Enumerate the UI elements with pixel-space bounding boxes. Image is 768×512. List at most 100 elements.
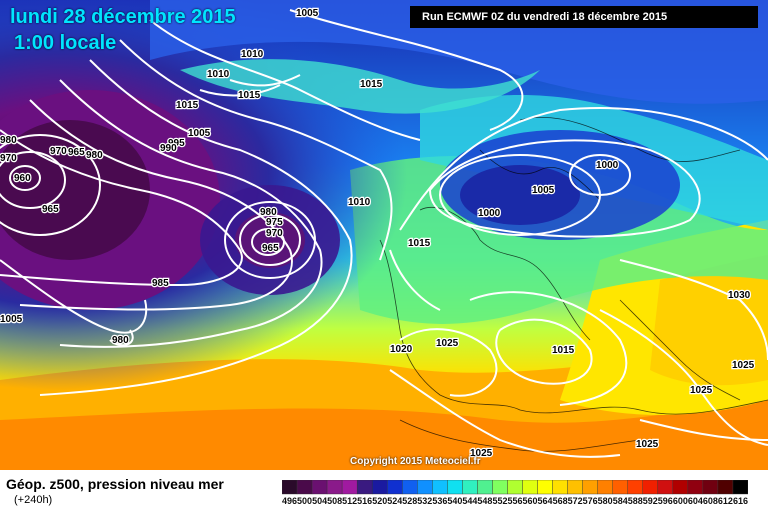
copyright-notice: Copyright 2015 Meteociel.fr — [350, 456, 481, 467]
scale-label: 552 — [492, 496, 507, 506]
forecast-date: lundi 28 décembre 2015 — [10, 6, 236, 28]
scale-swatch — [612, 480, 628, 495]
isobar-label: 1010 — [348, 197, 371, 208]
isobar-label: 1030 — [728, 290, 751, 301]
scale-label: 600 — [673, 496, 688, 506]
scale-label: 516 — [357, 496, 372, 506]
scale-swatch — [687, 480, 704, 495]
isobar-label: 980 — [86, 150, 103, 161]
scale-label: 604 — [688, 496, 703, 506]
scale-label: 596 — [658, 496, 673, 506]
isobar-label: 1025 — [470, 448, 493, 459]
isobar-label: 1000 — [478, 208, 501, 219]
scale-swatch — [597, 480, 613, 495]
isobar-label: 1000 — [596, 160, 619, 171]
scale-swatch — [296, 480, 313, 495]
scale-label: 612 — [718, 496, 733, 506]
scale-label: 544 — [462, 496, 477, 506]
scale-swatch — [522, 480, 538, 495]
isobar-label: 1015 — [360, 79, 383, 90]
isobar-label: 1005 — [296, 8, 319, 19]
isobar-label: 965 — [262, 243, 279, 254]
scale-label: 560 — [523, 496, 538, 506]
scale-label: 496 — [282, 496, 297, 506]
scale-label: 588 — [628, 496, 643, 506]
isobar-label: 995 — [168, 138, 185, 149]
scale-swatch — [657, 480, 674, 495]
isobar-label: 1025 — [732, 360, 755, 371]
weather-map: 1005 1010 1010 1015 1015 1015 1005 995 990 980 970… — [0, 0, 768, 470]
scale-swatch — [326, 480, 343, 495]
isobar-label: 970 — [266, 228, 283, 239]
isobar-label: 1015 — [238, 90, 261, 101]
isobar-label: 1005 — [0, 314, 23, 325]
map-canvas: 1005101010101015101510151005995990980970… — [0, 0, 768, 470]
isobar-label: 1020 — [390, 344, 413, 355]
isobar-label: 975 — [266, 217, 283, 228]
scale-swatch — [432, 480, 448, 495]
scale-label: 556 — [507, 496, 522, 506]
scale-swatch — [477, 480, 493, 495]
isobar-label: 1015 — [408, 238, 431, 249]
isobar-labels: 1005101010101015101510151005995990980970… — [0, 7, 756, 461]
isobar-label: 1025 — [436, 338, 459, 349]
scale-swatch — [627, 480, 643, 495]
scale-swatch — [717, 480, 734, 495]
scale-label: 608 — [703, 496, 718, 506]
scale-label: 508 — [327, 496, 342, 506]
scale-swatch — [672, 480, 689, 495]
scale-label: 532 — [417, 496, 432, 506]
scale-swatch — [447, 480, 463, 495]
color-scale: 496 500 504 508 512 516 520 524 528 532 536 540 544 5… — [282, 480, 748, 506]
scale-swatch — [311, 480, 328, 495]
isobar-label: 965 — [42, 204, 59, 215]
isobar-label: 965 — [68, 147, 85, 158]
isobar-label: 990 — [160, 143, 177, 154]
scale-label: 528 — [402, 496, 417, 506]
scale-label: 520 — [372, 496, 387, 506]
scale-label: 524 — [387, 496, 402, 506]
scale-swatch — [492, 480, 508, 495]
scale-swatch — [537, 480, 553, 495]
scale-label: 576 — [583, 496, 598, 506]
scale-swatch — [462, 480, 478, 495]
legend-title: Géop. z500, pression niveau mer — [6, 476, 224, 492]
scale-swatch — [567, 480, 583, 495]
scale-label: 536 — [432, 496, 447, 506]
isobar-label: 960 — [14, 173, 31, 184]
scale-swatch — [341, 480, 358, 495]
isobar-label: 1005 — [532, 185, 555, 196]
scale-label: 584 — [613, 496, 628, 506]
scale-swatch — [417, 480, 433, 495]
isobar-label: 1010 — [207, 69, 230, 80]
scale-swatch — [702, 480, 719, 495]
scale-label: 572 — [568, 496, 583, 506]
isobar-label: 1025 — [690, 385, 713, 396]
isobar-label: 1025 — [636, 439, 659, 450]
isobar-label: 1005 — [188, 128, 211, 139]
scale-label: 504 — [312, 496, 327, 506]
isobar-label: 985 — [152, 278, 169, 289]
isobar-label: 980 — [112, 335, 129, 346]
isobar-label: 1015 — [176, 100, 199, 111]
scale-label: 580 — [598, 496, 613, 506]
scale-swatch — [642, 480, 659, 495]
run-info: Run ECMWF 0Z du vendredi 18 décembre 201… — [410, 6, 758, 28]
isobar-label: 980 — [260, 207, 277, 218]
scale-swatch — [402, 480, 418, 495]
isobar-label: 1010 — [241, 49, 264, 60]
scale-swatch — [552, 480, 568, 495]
isobar-label: 980 — [0, 135, 17, 146]
scale-label: 548 — [477, 496, 492, 506]
scale-swatch — [387, 480, 403, 495]
scale-swatch — [371, 480, 388, 495]
scale-label: 500 — [297, 496, 312, 506]
scale-swatch — [282, 480, 298, 495]
scale-swatch — [507, 480, 523, 495]
forecast-time: 1:00 locale — [14, 32, 117, 54]
legend-subtitle: (+240h) — [14, 494, 53, 506]
scale-label: 592 — [643, 496, 658, 506]
scale-swatch — [356, 480, 373, 495]
scale-swatch — [582, 480, 598, 495]
scale-swatch — [732, 480, 748, 495]
